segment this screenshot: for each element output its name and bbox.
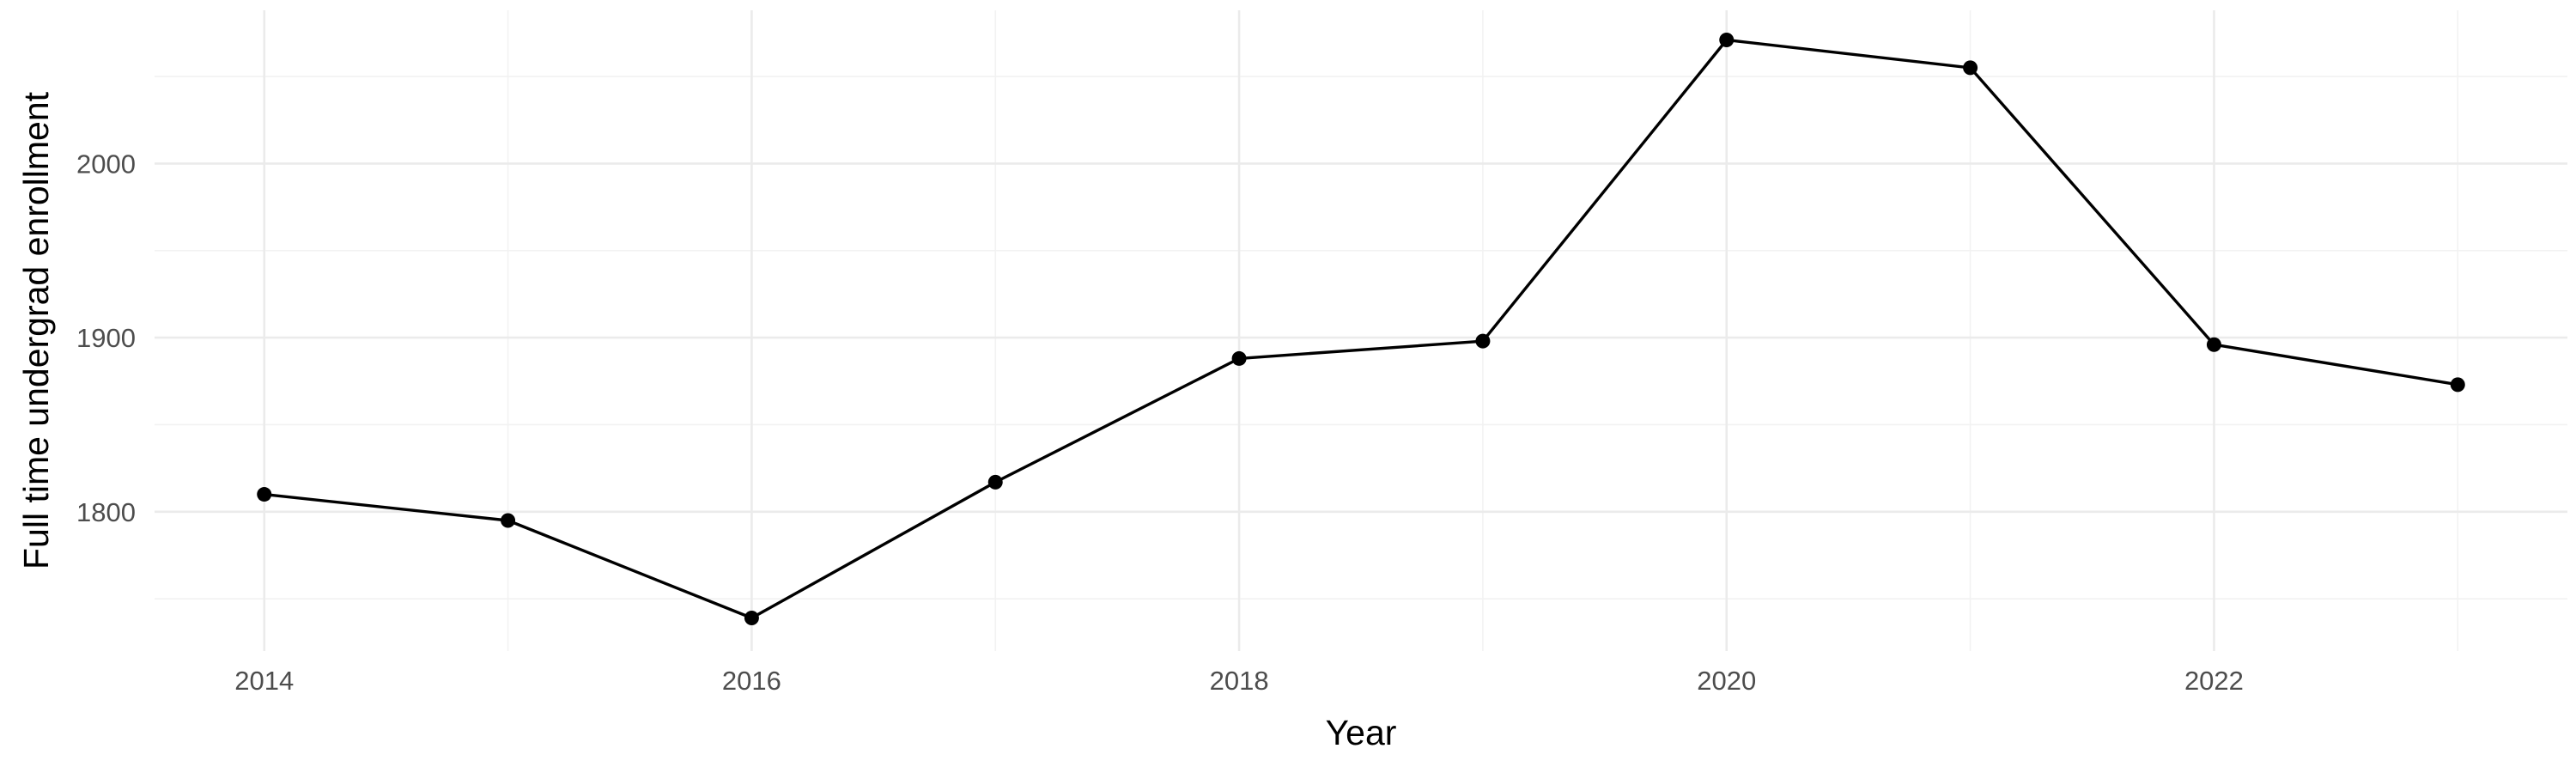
data-point bbox=[257, 487, 272, 502]
minor-x-gridlines bbox=[507, 10, 2459, 651]
data-point bbox=[1963, 60, 1978, 76]
series-line bbox=[264, 38, 2458, 620]
data-point bbox=[744, 610, 759, 625]
x-tick-label: 2022 bbox=[2184, 666, 2244, 696]
major-x-gridlines bbox=[263, 10, 2215, 651]
x-tick-label: 2014 bbox=[234, 666, 294, 696]
x-tick-label: 2020 bbox=[1697, 666, 1756, 696]
major-y-gridlines bbox=[155, 162, 2567, 514]
data-point bbox=[2450, 377, 2465, 393]
y-tick-label: 1800 bbox=[76, 497, 136, 527]
x-tick-label: 2016 bbox=[722, 666, 781, 696]
x-tick-label: 2018 bbox=[1210, 666, 1269, 696]
x-tick-labels: 2014 2016 2018 2020 2022 bbox=[234, 666, 2244, 696]
y-axis-title: Full time undergrad enrollment bbox=[16, 91, 56, 569]
x-axis-title: Year bbox=[1326, 713, 1397, 752]
minor-y-gridlines bbox=[155, 76, 2567, 600]
data-point bbox=[1719, 32, 1735, 47]
data-point bbox=[2206, 337, 2221, 352]
y-tick-label: 2000 bbox=[76, 149, 136, 179]
y-tick-labels: 1800 1900 2000 bbox=[76, 149, 136, 526]
data-point bbox=[501, 513, 516, 528]
y-tick-label: 1900 bbox=[76, 323, 136, 353]
data-point bbox=[1475, 333, 1491, 349]
data-point bbox=[1231, 350, 1247, 366]
data-point bbox=[987, 474, 1003, 490]
series-layer bbox=[257, 32, 2465, 625]
